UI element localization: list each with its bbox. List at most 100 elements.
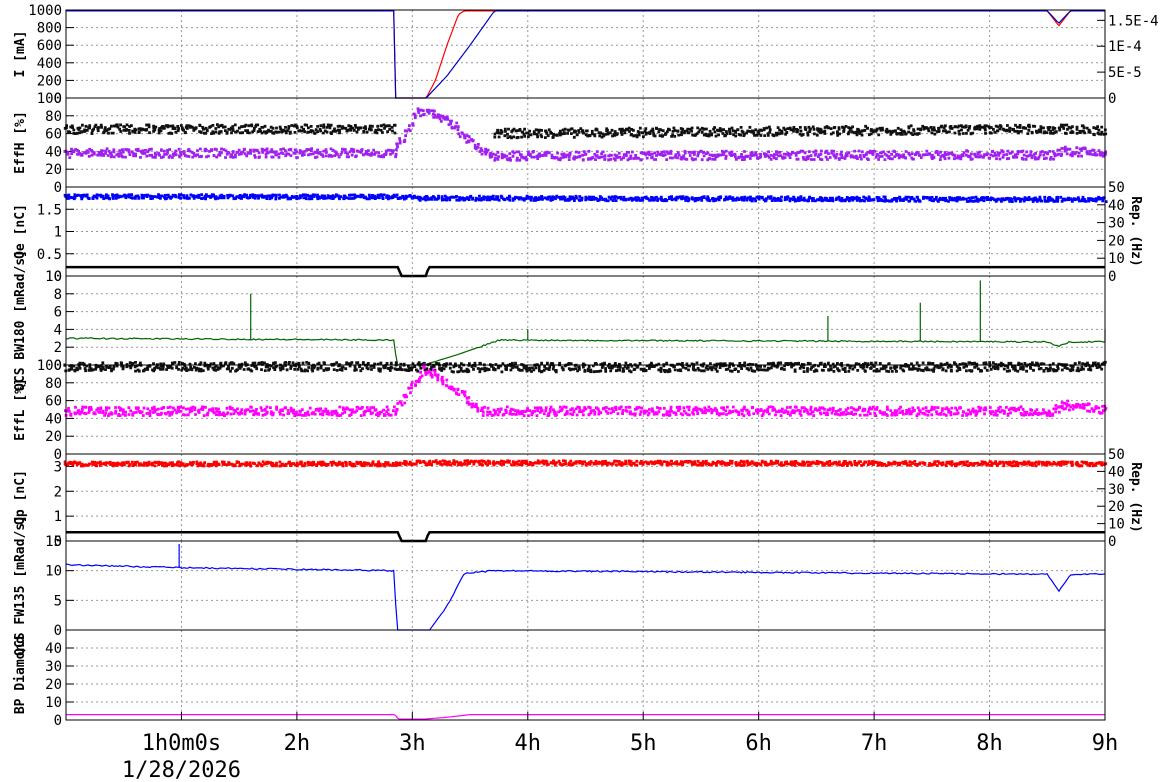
x-tick-label: 5h bbox=[630, 731, 657, 756]
panel-qcs-fw135: 0 5 10 15 QCS FW135 [mRad/s] bbox=[13, 515, 1106, 656]
y-tick-label: 30 bbox=[45, 659, 62, 675]
right-y-tick-label: 50 bbox=[1108, 180, 1125, 196]
y-tick-label: 6 bbox=[54, 305, 62, 321]
x-tick-label: 3h bbox=[399, 731, 426, 756]
y-tick-label: 60 bbox=[45, 394, 62, 410]
series-current-1 bbox=[66, 10, 1105, 99]
y-axis-label: I [mA] bbox=[13, 31, 28, 78]
right-y-tick-label: 50 bbox=[1108, 447, 1125, 463]
y-tick-label: 1 bbox=[54, 509, 62, 525]
series-qcs-fw135-0 bbox=[65, 563, 1106, 631]
x-tick-label: 7h bbox=[861, 731, 888, 756]
x-axis: 1h0m0s 2h 3h 4h 5h 6h 7h 8h 9h 1/28/2026 bbox=[122, 712, 1118, 782]
y-tick-label: 4 bbox=[54, 322, 62, 338]
y-axis-label: EffL [%] bbox=[13, 378, 28, 441]
y-tick-label: 1000 bbox=[28, 3, 62, 19]
series-current-0 bbox=[66, 10, 1105, 99]
panel-frame bbox=[65, 540, 1106, 631]
right-y-tick-label: 0 bbox=[1108, 534, 1116, 550]
series-eff-l-1 bbox=[64, 363, 1108, 418]
right-y-tick-label: 40 bbox=[1108, 198, 1125, 214]
y-axis-label: Qe [nC] bbox=[13, 204, 28, 259]
y-tick-label: 40 bbox=[45, 144, 62, 160]
y-tick-label: 40 bbox=[45, 411, 62, 427]
series-bp-diamond-0 bbox=[66, 714, 1105, 720]
series-qe-1 bbox=[66, 265, 1105, 278]
right-axis-label: Rep. (Hz) bbox=[1128, 462, 1143, 532]
right-y-tick-label: 20 bbox=[1108, 499, 1125, 515]
series-qcs-bw180-0 bbox=[65, 337, 1106, 366]
y-tick-label: 80 bbox=[45, 376, 62, 392]
y-tick-label: 0 bbox=[54, 269, 62, 285]
y-tick-label: 1 bbox=[54, 225, 62, 241]
x-tick-label: 9h bbox=[1092, 731, 1119, 756]
y-axis-label: BP Diamond bbox=[13, 636, 28, 714]
y-tick-label: 0 bbox=[54, 623, 62, 639]
y-tick-label: 15 bbox=[45, 534, 62, 550]
series-qe-0 bbox=[63, 193, 1108, 203]
x-tick-label: 4h bbox=[515, 731, 542, 756]
x-tick-label: 8h bbox=[976, 731, 1003, 756]
y-tick-label: 200 bbox=[37, 73, 62, 89]
y-tick-label: 800 bbox=[37, 21, 62, 37]
y-tick-label: 0 bbox=[54, 358, 62, 374]
right-y-tick-label: 10 bbox=[1108, 517, 1125, 533]
right-y-tick-label: 30 bbox=[1108, 216, 1125, 232]
series-qp-0 bbox=[63, 459, 1108, 468]
y-tick-label: 3 bbox=[54, 459, 62, 475]
panel-frame bbox=[65, 9, 1106, 99]
y-tick-label: 10 bbox=[45, 269, 62, 285]
x-tick-label: 2h bbox=[284, 731, 311, 756]
series-eff-l-0 bbox=[63, 360, 1107, 374]
right-y-tick-label: 0 bbox=[1108, 269, 1116, 285]
panel-bp-diamond: 0 10 20 30 40 BP Diamond bbox=[13, 629, 1106, 729]
y-tick-label: 20 bbox=[45, 429, 62, 445]
y-axis-label: Qp [nC] bbox=[13, 470, 28, 525]
right-y-tick-label: 40 bbox=[1108, 464, 1125, 480]
y-tick-label: 0.5 bbox=[37, 247, 62, 263]
x-tick-label: 1h0m0s bbox=[142, 731, 221, 756]
y-axis-label: QCS BW180 [mRad/s] bbox=[13, 250, 28, 391]
y-tick-label: 0 bbox=[54, 91, 62, 107]
right-y-tick-label: 1E-4 bbox=[1108, 39, 1142, 55]
y-tick-label: 8 bbox=[54, 287, 62, 303]
right-y-tick-label: 10 bbox=[1108, 251, 1125, 267]
y-tick-label: 2 bbox=[54, 484, 62, 500]
panel-frame bbox=[65, 453, 1106, 542]
y-axis-label: QCS FW135 [mRad/s] bbox=[13, 515, 28, 656]
y-tick-label: 600 bbox=[37, 38, 62, 54]
right-y-tick-label: 1.5E-4 bbox=[1108, 13, 1159, 29]
right-axis-label: Rep. (Hz) bbox=[1128, 196, 1143, 266]
y-tick-label: 1.5 bbox=[37, 202, 62, 218]
x-axis-date-label: 1/28/2026 bbox=[122, 758, 241, 782]
y-tick-label: 0 bbox=[54, 534, 62, 550]
y-tick-label: 10 bbox=[45, 564, 62, 580]
y-tick-label: 20 bbox=[45, 677, 62, 693]
panel-qcs-bw180: 0 2 46 8 10 QCS BW180 [mRad/s] bbox=[13, 250, 1106, 391]
y-tick-label: 0 bbox=[54, 713, 62, 729]
right-y-tick-label: 5E-5 bbox=[1108, 65, 1142, 81]
y-tick-label: 80 bbox=[45, 109, 62, 125]
right-y-tick-label: 0 bbox=[1108, 91, 1116, 107]
panel-frame bbox=[65, 629, 1106, 721]
y-tick-label: 5 bbox=[54, 593, 62, 609]
y-tick-label: 0 bbox=[54, 447, 62, 463]
panel-frame bbox=[65, 275, 1106, 366]
y-tick-label: 20 bbox=[45, 162, 62, 178]
y-tick-label: 40 bbox=[45, 641, 62, 657]
series-eff-h-0 bbox=[63, 123, 1108, 140]
series-eff-h-1 bbox=[63, 107, 1108, 162]
y-tick-label: 100 bbox=[37, 358, 62, 374]
y-tick-label: 10 bbox=[45, 695, 62, 711]
right-y-tick-label: 30 bbox=[1108, 482, 1125, 498]
y-tick-label: 100 bbox=[37, 91, 62, 107]
y-tick-label: 400 bbox=[37, 56, 62, 72]
y-axis-label: EffH [%] bbox=[13, 111, 28, 174]
right-y-tick-label: 20 bbox=[1108, 233, 1125, 249]
